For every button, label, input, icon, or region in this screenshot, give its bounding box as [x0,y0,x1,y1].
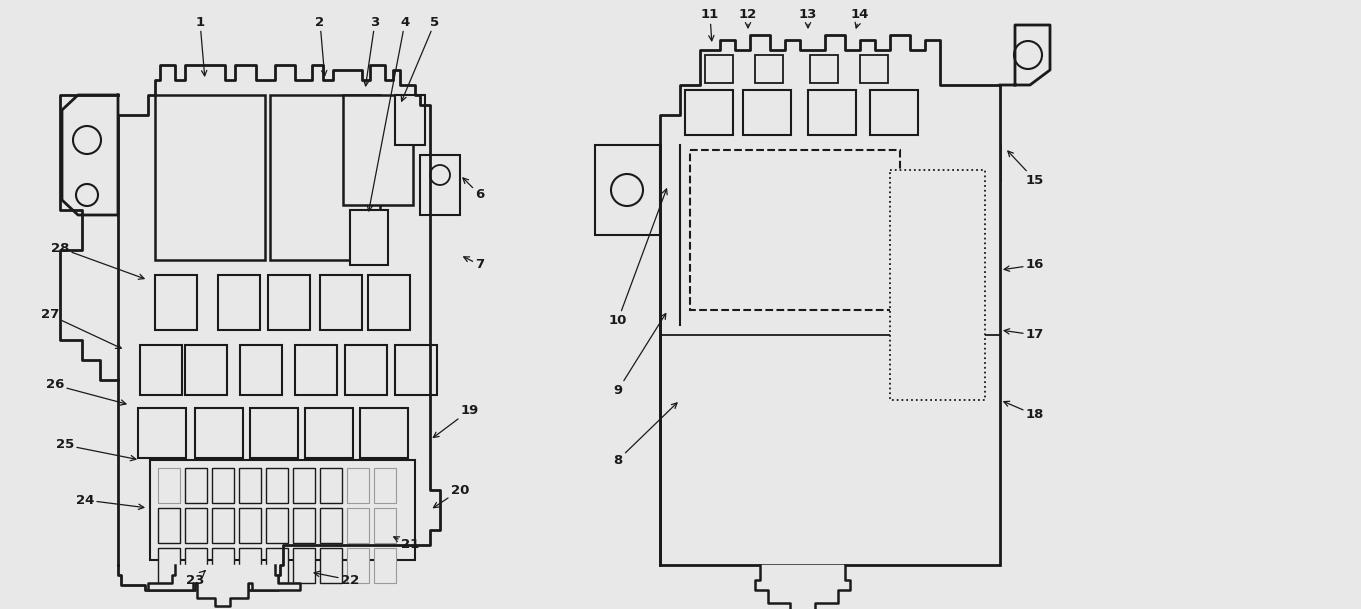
Bar [240,468,261,503]
Bar [374,508,396,543]
Text: 20: 20 [433,484,470,508]
Text: 19: 19 [433,404,479,437]
Text: 2: 2 [316,15,327,76]
Polygon shape [660,35,1000,180]
Bar [685,90,734,135]
Bar [293,508,314,543]
Bar [212,548,234,583]
Text: 8: 8 [614,403,676,466]
Bar [755,55,783,83]
Bar [705,55,734,83]
Polygon shape [1000,25,1049,85]
Bar [158,508,180,543]
Text: 26: 26 [46,379,127,405]
Text: 3: 3 [363,15,380,86]
Bar [810,55,838,83]
Text: 25: 25 [56,438,136,461]
Bar [137,408,186,458]
Bar [212,508,234,543]
Text: 21: 21 [393,537,419,552]
Bar [269,95,380,260]
Bar [421,155,460,215]
Text: 28: 28 [50,242,144,280]
Text: 16: 16 [1004,258,1044,272]
Bar [690,150,900,310]
Bar [343,95,412,205]
Bar [185,508,207,543]
Bar [185,468,207,503]
Text: 22: 22 [314,571,359,586]
Bar [660,145,1000,565]
Bar [185,345,227,395]
Bar [320,508,342,543]
Bar [240,548,261,583]
Bar [395,95,425,145]
Text: 10: 10 [608,189,667,326]
Bar [344,345,387,395]
Bar [265,468,289,503]
Polygon shape [60,95,118,380]
Bar [320,468,342,503]
Bar [265,508,289,543]
Text: 15: 15 [1009,151,1044,186]
Bar [240,345,282,395]
Bar [250,408,298,458]
Text: 17: 17 [1004,328,1044,342]
Bar [185,548,207,583]
Text: 6: 6 [463,178,485,202]
Bar [150,460,415,560]
Bar [320,275,362,330]
Bar [158,468,180,503]
Text: 7: 7 [464,257,485,272]
Bar [361,408,408,458]
Bar [320,548,342,583]
Bar [295,345,338,395]
Bar [367,275,410,330]
Bar [140,345,182,395]
Bar [155,95,265,260]
Text: 5: 5 [401,15,440,101]
Bar [158,548,180,583]
Bar [265,548,289,583]
Text: 12: 12 [739,9,757,28]
Bar [395,345,437,395]
Text: 13: 13 [799,9,817,28]
Bar [218,275,260,330]
Text: 24: 24 [76,493,144,509]
Text: 9: 9 [614,314,666,396]
Bar [890,170,985,400]
Polygon shape [755,565,851,609]
Bar [268,275,310,330]
Bar [860,55,887,83]
Text: 4: 4 [367,15,410,211]
Text: 23: 23 [186,571,206,586]
Text: 27: 27 [41,309,121,348]
Bar [808,90,856,135]
Bar [347,548,369,583]
Polygon shape [148,565,299,606]
Bar [305,408,352,458]
Bar [293,548,314,583]
Bar [212,468,234,503]
Text: 1: 1 [196,15,207,76]
Text: 11: 11 [701,9,719,41]
Bar [240,508,261,543]
Bar [347,508,369,543]
Bar [347,468,369,503]
Bar [374,468,396,503]
Polygon shape [63,95,118,215]
Text: 14: 14 [851,9,870,28]
Bar [293,468,314,503]
Bar [743,90,791,135]
Bar [870,90,919,135]
Text: 18: 18 [1004,401,1044,421]
Bar [155,275,197,330]
Bar [195,408,244,458]
Bar [595,145,660,235]
Bar [350,210,388,265]
Polygon shape [118,65,440,590]
Bar [374,548,396,583]
